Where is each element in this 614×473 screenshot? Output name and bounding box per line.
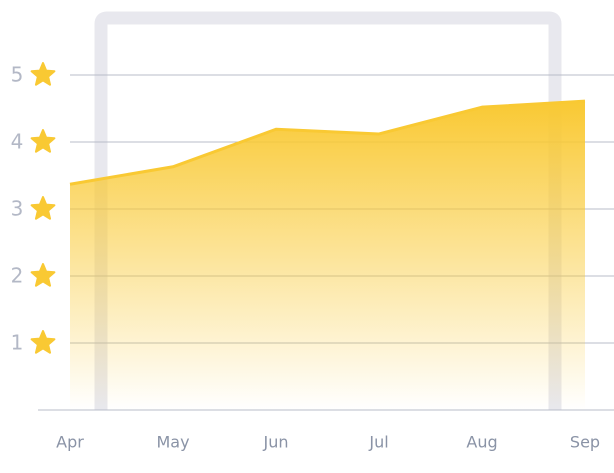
area-fill <box>70 101 585 410</box>
star-icon <box>30 330 56 354</box>
y-tick-label: 2 <box>11 264 24 288</box>
star-icon <box>30 62 56 86</box>
labels: 1 2 3 4 5 Apr May Jun Jul Aug Sep <box>11 62 600 452</box>
x-tick-label: Aug <box>466 433 497 452</box>
y-tick-label: 4 <box>11 130 24 154</box>
x-tick-label: May <box>156 433 189 452</box>
star-icon <box>30 196 56 220</box>
x-tick-label: Apr <box>56 433 84 452</box>
area-line <box>69 99 586 186</box>
background-frame <box>94 11 562 410</box>
y-tick-label: 3 <box>11 197 24 221</box>
x-tick-label: Jul <box>368 433 388 452</box>
star-icon <box>30 263 56 287</box>
y-tick-label: 5 <box>11 63 24 87</box>
x-tick-label: Jun <box>263 433 289 452</box>
star-icon <box>30 129 56 153</box>
plot <box>69 99 586 410</box>
y-tick-label: 1 <box>11 331 24 355</box>
x-tick-label: Sep <box>570 433 600 452</box>
